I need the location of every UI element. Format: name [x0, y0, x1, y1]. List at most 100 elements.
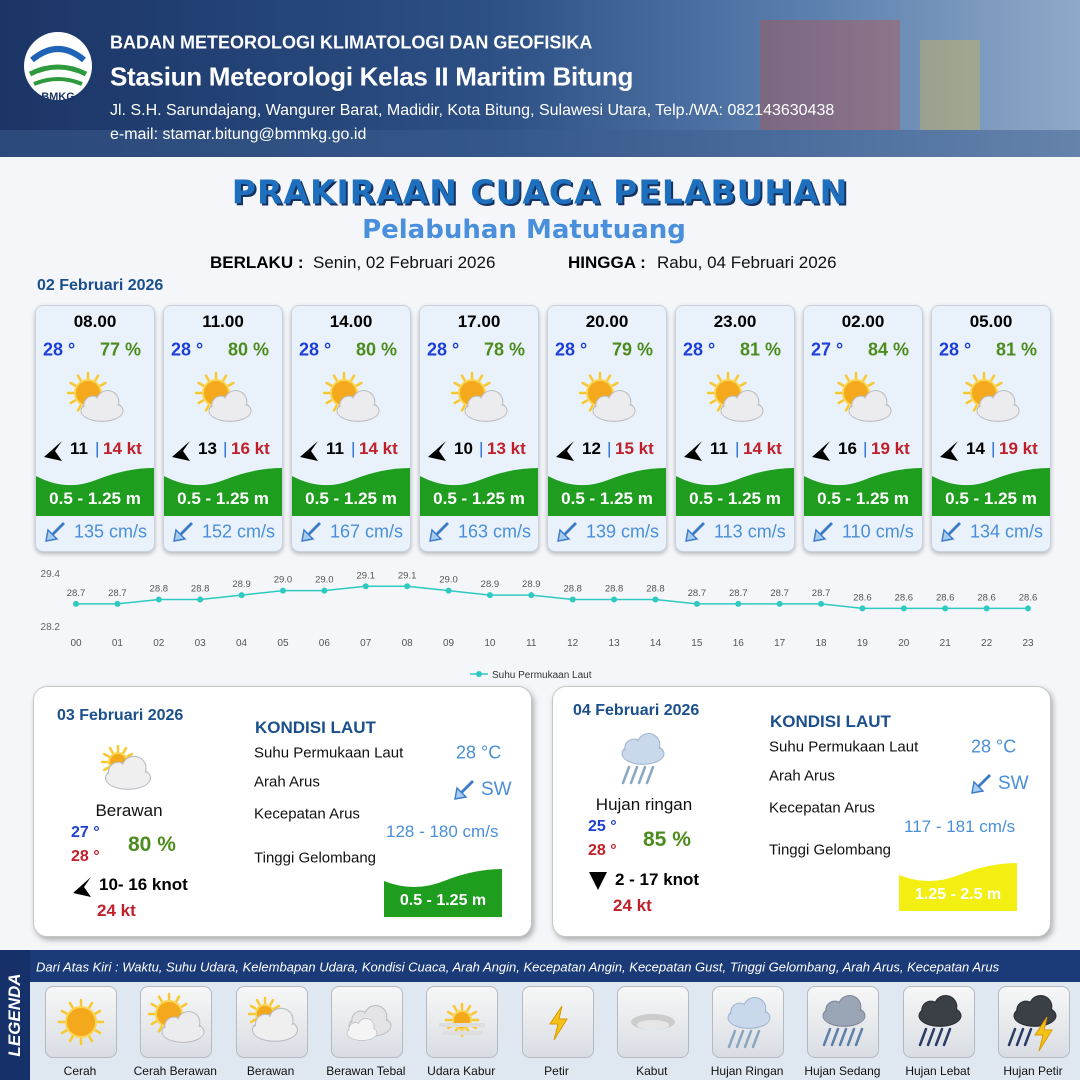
- wave-area: [548, 468, 666, 516]
- day-panel: 04 Februari 2026 Hujan ringan 25 ° 28 ° 85 %…: [552, 686, 1051, 937]
- wave-area: [932, 468, 1050, 516]
- icon-part: [325, 399, 333, 405]
- icon-part: [251, 1007, 298, 1042]
- icon-part: [645, 765, 655, 785]
- forecast-time: 14.00: [329, 312, 373, 331]
- icon-part: [249, 1004, 257, 1010]
- icon-part: [353, 391, 375, 413]
- x-tick-label: 19: [857, 638, 869, 649]
- icon-part: [204, 404, 210, 412]
- icon-part: [30, 46, 86, 63]
- icon-part: [823, 1027, 832, 1047]
- icon-part: [993, 391, 1015, 413]
- x-tick-label: 22: [981, 638, 993, 649]
- wave-label: Tinggi Gelombang: [769, 841, 892, 859]
- legend-icon: [57, 998, 105, 1046]
- wind-speed: 11: [70, 439, 88, 458]
- sst-point: [859, 605, 866, 612]
- sst-point: [693, 600, 700, 607]
- wind-arrow: [172, 441, 190, 461]
- icon-part: [971, 774, 991, 794]
- icon-part: [557, 522, 577, 542]
- data-label: 28.7: [812, 588, 831, 599]
- data-label: 28.7: [108, 588, 127, 599]
- temp-max: 28 °: [588, 842, 617, 859]
- current-arrow: [941, 522, 961, 542]
- icon-part: [965, 381, 973, 387]
- icon-part: [822, 994, 866, 1027]
- icon-part: [164, 468, 282, 516]
- icon-part: [346, 1018, 378, 1041]
- icon-part: [452, 1004, 458, 1012]
- sst-point: [569, 596, 576, 603]
- data-label: 28.6: [1019, 592, 1038, 603]
- forecast-time: 20.00: [585, 312, 629, 331]
- weather-icon: [578, 371, 636, 422]
- legend-item-label: Hujan Sedang: [804, 1064, 881, 1078]
- sst-point: [652, 596, 659, 603]
- icon-part: [709, 399, 717, 405]
- legend-icon: [727, 996, 771, 1049]
- x-tick-label: 10: [484, 638, 496, 649]
- sst-point: [197, 596, 204, 603]
- wave-height: 0.5 - 1.25 m: [305, 489, 397, 508]
- current-speed: 139 cm/s: [586, 521, 660, 542]
- icon-part: [804, 468, 922, 516]
- sst-point: [486, 592, 493, 599]
- icon-part: [1023, 1027, 1033, 1047]
- separator: |: [95, 439, 100, 458]
- current-arrow: [429, 522, 449, 542]
- x-tick-label: 04: [236, 638, 248, 649]
- wave-height: 1.25 - 2.5 m: [914, 886, 1002, 903]
- icon-part: [255, 998, 261, 1006]
- wave-area: [164, 468, 282, 516]
- icon-part: [990, 374, 996, 382]
- icon-part: [837, 381, 845, 387]
- icon-part: [88, 1035, 94, 1043]
- icon-part: [942, 1027, 951, 1047]
- icon-part: [173, 522, 193, 542]
- weather-icon: [621, 732, 665, 785]
- icon-part: [165, 1018, 183, 1036]
- legend-icon: [630, 1014, 675, 1030]
- icon-part: [126, 752, 134, 758]
- data-label: 28.9: [481, 579, 500, 590]
- icon-part: [899, 863, 1017, 911]
- temp-min: 25 °: [588, 818, 617, 835]
- icon-part: [460, 374, 466, 382]
- data-label: 28.8: [605, 584, 624, 595]
- icon-part: [76, 374, 82, 382]
- icon-part: [28, 64, 88, 77]
- icon-part: [581, 381, 589, 387]
- title: PRAKIRAAN CUACA PELABUHAN: [231, 172, 849, 212]
- icon-part: [208, 389, 252, 422]
- icon-part: [197, 399, 205, 405]
- data-label: 28.8: [563, 584, 582, 595]
- current-speed: 134 cm/s: [970, 521, 1044, 542]
- forecast-card: 05.00 28 ° 81 % 14 | 19 kt 0.5 - 1.25 m 134 cm/…: [931, 305, 1051, 552]
- icon-part: [464, 389, 508, 422]
- data-label: 28.8: [191, 584, 210, 595]
- forecast-card: 14.00 28 ° 80 % 11 | 14 kt 0.5 - 1.25 m 167 cm/…: [291, 305, 411, 552]
- sst-point: [611, 596, 618, 603]
- gust-speed: 19 kt: [999, 439, 1038, 458]
- wind-arrow: [428, 441, 446, 461]
- icon-part: [460, 404, 466, 412]
- icon-part: [292, 468, 410, 516]
- icon-part: [33, 77, 83, 86]
- data-label: 29.0: [315, 575, 334, 586]
- sst-chart: 28.2 29.4 00 01 02 03 04 05 06 07 08 09 10 11 12 13 14 15…: [41, 569, 1038, 681]
- icon-part: [478, 374, 484, 382]
- icon-part: [36, 468, 154, 516]
- icon-part: [976, 389, 1020, 422]
- icon-part: [621, 732, 665, 765]
- icon-part: [716, 404, 722, 412]
- current-speed: 135 cm/s: [74, 521, 148, 542]
- sst-value: 28 °C: [456, 742, 502, 763]
- icon-part: [45, 522, 65, 542]
- icon-part: [751, 1029, 761, 1049]
- sst-point: [776, 600, 783, 607]
- icon-part: [350, 374, 356, 382]
- legend-item-label: Cerah: [63, 1064, 97, 1078]
- legend-icon: [247, 996, 298, 1042]
